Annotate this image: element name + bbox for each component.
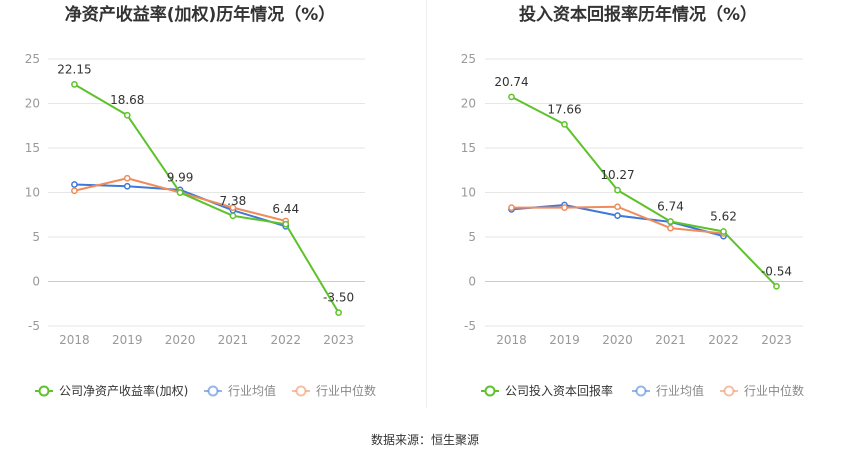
data-label-1: 9.99 xyxy=(167,171,194,185)
y-tick-label-1: 10 xyxy=(25,186,40,200)
data-label-2: -0.54 xyxy=(761,264,792,278)
x-tick-label-1: 2022 xyxy=(270,333,301,347)
data-point-1-3 xyxy=(229,204,237,211)
series-line-2-3 xyxy=(511,205,724,235)
data-point-2-1 xyxy=(614,186,621,194)
y-tick-label-1: 25 xyxy=(25,52,40,66)
data-point-1-1 xyxy=(176,189,184,196)
data-label-1: -3.50 xyxy=(323,291,354,305)
x-tick-label-2: 2022 xyxy=(708,333,739,347)
legend-marker-2-1 xyxy=(484,385,496,397)
data-point-2-1 xyxy=(508,93,515,101)
data-label-1: 18.68 xyxy=(110,93,144,107)
data-label-2: 17.66 xyxy=(547,102,581,116)
y-tick-label-2: 0 xyxy=(468,275,476,289)
data-point-1-2 xyxy=(71,181,78,188)
data-point-2-3 xyxy=(614,203,621,211)
data-point-2-2 xyxy=(614,212,621,219)
data-label-1: 22.15 xyxy=(57,62,91,76)
legend-label-1-3: 行业中位数 xyxy=(316,383,376,398)
data-point-2-1 xyxy=(720,228,727,235)
chart-title-2: 投入资本回报率历年情况（%） xyxy=(519,4,757,25)
data-point-1-3 xyxy=(123,174,131,182)
data-point-2-1 xyxy=(561,120,568,128)
x-tick-label-2: 2019 xyxy=(549,333,580,347)
panel-divider xyxy=(426,0,427,408)
data-label-2: 10.27 xyxy=(600,168,634,182)
x-tick-label-1: 2018 xyxy=(59,333,90,347)
y-tick-label-1: 20 xyxy=(25,97,40,111)
y-tick-label-2: 20 xyxy=(461,97,476,111)
legend-label-1-2: 行业均值 xyxy=(228,383,276,398)
data-point-1-1 xyxy=(71,81,78,88)
legend-marker-1-1 xyxy=(38,385,50,397)
x-tick-label-1: 2023 xyxy=(323,333,354,347)
legend-marker-2-3 xyxy=(723,385,735,397)
y-tick-label-2: 15 xyxy=(461,141,476,155)
legend-label-1-1: 公司净资产收益率(加权) xyxy=(59,383,188,398)
y-tick-label-1: 15 xyxy=(25,141,40,155)
legend-marker-2-2 xyxy=(635,385,647,397)
data-point-2-3 xyxy=(508,204,515,211)
data-point-1-3 xyxy=(71,187,78,195)
x-tick-label-1: 2019 xyxy=(112,333,143,347)
data-point-1-1 xyxy=(123,111,131,119)
data-label-1: 6.44 xyxy=(272,202,299,216)
data-point-2-3 xyxy=(561,204,568,211)
legend-label-2-1: 公司投入资本回报率 xyxy=(505,383,613,398)
data-point-2-1 xyxy=(773,282,780,290)
data-point-1-1 xyxy=(229,212,237,220)
y-tick-label-2: -5 xyxy=(464,319,476,333)
y-tick-label-1: 0 xyxy=(32,275,40,289)
x-tick-label-2: 2018 xyxy=(496,333,527,347)
legend-label-2-3: 行业中位数 xyxy=(744,383,804,398)
data-source-note: 数据来源：恒生聚源 xyxy=(370,433,479,447)
x-tick-label-1: 2021 xyxy=(218,333,249,347)
data-point-1-2 xyxy=(123,182,131,190)
series-line-1-1 xyxy=(73,83,340,314)
data-label-1: 7.38 xyxy=(220,194,247,208)
legend-marker-1-3 xyxy=(295,385,307,397)
data-label-2: 6.74 xyxy=(657,200,684,214)
data-point-2-1 xyxy=(667,218,674,225)
y-tick-label-1: -5 xyxy=(28,319,40,333)
y-tick-label-2: 5 xyxy=(468,230,476,244)
x-tick-label-2: 2020 xyxy=(602,333,633,347)
y-tick-label-1: 5 xyxy=(32,230,40,244)
data-point-1-1 xyxy=(335,309,342,316)
series-line-2-1 xyxy=(511,96,778,288)
data-point-2-3 xyxy=(667,224,674,232)
x-tick-label-2: 2023 xyxy=(761,333,792,347)
legend-label-2-2: 行业均值 xyxy=(656,383,704,398)
y-tick-label-2: 10 xyxy=(461,186,476,200)
data-point-1-1 xyxy=(282,220,290,228)
x-tick-label-2: 2021 xyxy=(655,333,686,347)
data-label-2: 5.62 xyxy=(710,209,737,223)
chart-title-1: 净资产收益率(加权)历年情况（%） xyxy=(65,4,336,25)
x-tick-label-1: 2020 xyxy=(165,333,196,347)
y-tick-label-2: 25 xyxy=(461,52,476,66)
legend-marker-1-2 xyxy=(207,385,219,397)
data-label-2: 20.74 xyxy=(494,75,528,89)
